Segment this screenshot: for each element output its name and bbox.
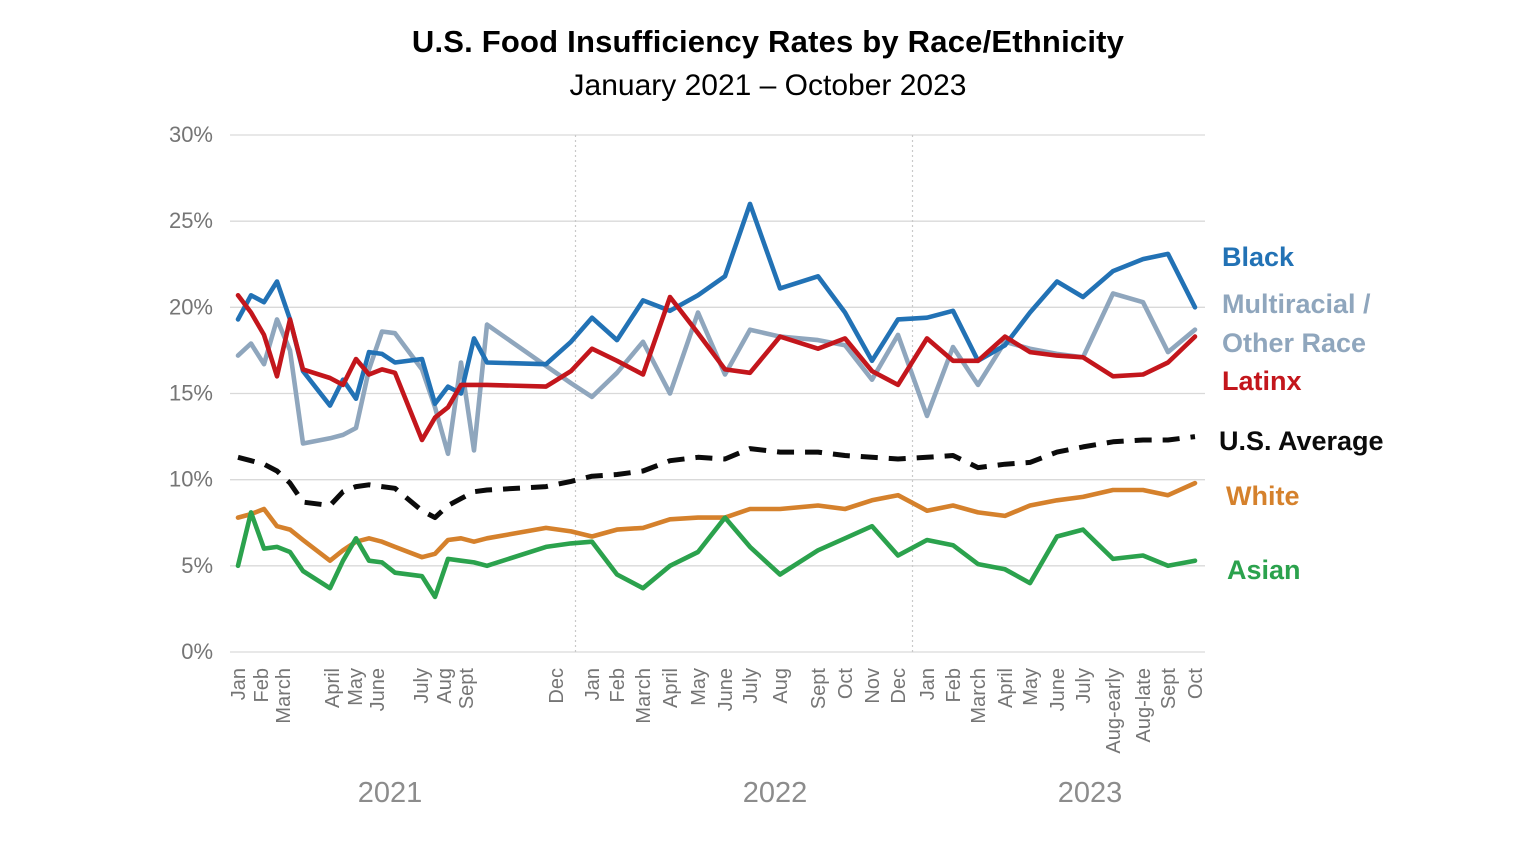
x-month-label: Jan xyxy=(582,668,604,700)
y-tick-label: 25% xyxy=(169,208,213,233)
x-month-label: Sept xyxy=(456,668,478,710)
x-month-label: May xyxy=(345,668,367,706)
x-month-label: March xyxy=(633,668,655,724)
line-us-average xyxy=(237,434,1196,521)
x-month-label: Feb xyxy=(943,668,965,702)
x-month-label: Oct xyxy=(1185,668,1207,700)
line-white xyxy=(235,480,1198,564)
x-month-label: Aug-late xyxy=(1133,668,1155,743)
x-month-label: April xyxy=(322,668,344,708)
x-month-label: May xyxy=(1020,668,1042,706)
x-month-label: July xyxy=(411,668,433,704)
x-month-label: May xyxy=(688,668,710,706)
x-month-label: March xyxy=(968,668,990,724)
y-tick-label: 15% xyxy=(169,381,213,406)
x-month-label: Dec xyxy=(888,668,910,704)
year-label: 2023 xyxy=(1058,777,1123,809)
x-month-label: Jan xyxy=(917,668,939,700)
x-month-label: Aug xyxy=(434,668,456,704)
x-month-label: Feb xyxy=(251,668,273,702)
x-month-label: July xyxy=(740,668,762,704)
legend-label-white: White xyxy=(1226,481,1300,511)
legend-label-asian: Asian xyxy=(1227,555,1301,585)
x-month-label: April xyxy=(660,668,682,708)
y-tick-label: 30% xyxy=(169,122,213,147)
x-month-label: June xyxy=(1047,668,1069,711)
x-month-label: March xyxy=(273,668,295,724)
x-month-label: Nov xyxy=(862,668,884,704)
year-label: 2021 xyxy=(358,777,423,809)
line-multiracial-other-race xyxy=(235,291,1198,457)
y-tick-label: 10% xyxy=(169,467,213,492)
x-month-label: Sept xyxy=(1158,668,1180,710)
legend-label-us-average: U.S. Average xyxy=(1219,426,1384,456)
x-month-label: Feb xyxy=(607,668,629,702)
x-month-label: April xyxy=(995,668,1017,708)
y-tick-label: 0% xyxy=(181,639,213,664)
chart-subtitle: January 2021 – October 2023 xyxy=(569,69,967,102)
x-month-label: Dec xyxy=(546,668,568,704)
line-asian xyxy=(235,510,1198,600)
x-month-label: July xyxy=(1073,668,1095,704)
legend-label-latinx: Latinx xyxy=(1222,366,1302,396)
x-month-label: June xyxy=(367,668,389,711)
y-tick-label: 20% xyxy=(169,294,213,319)
x-month-label: Aug-early xyxy=(1103,668,1125,754)
y-tick-label: 5% xyxy=(181,553,213,578)
line-black xyxy=(235,201,1198,408)
legend-label-multiracial-other-race: Multiracial / xyxy=(1222,289,1371,319)
x-month-label: Oct xyxy=(835,668,857,700)
line-latinx xyxy=(235,292,1198,443)
x-month-label: Jan xyxy=(228,668,250,700)
legend-label-multiracial-other-race: Other Race xyxy=(1222,328,1367,358)
x-month-label: June xyxy=(715,668,737,711)
chart-title: U.S. Food Insufficiency Rates by Race/Et… xyxy=(411,24,1125,59)
legend-label-black: Black xyxy=(1222,242,1295,272)
year-label: 2022 xyxy=(743,777,808,809)
x-month-label: Sept xyxy=(808,668,830,710)
x-month-label: Aug xyxy=(770,668,792,704)
